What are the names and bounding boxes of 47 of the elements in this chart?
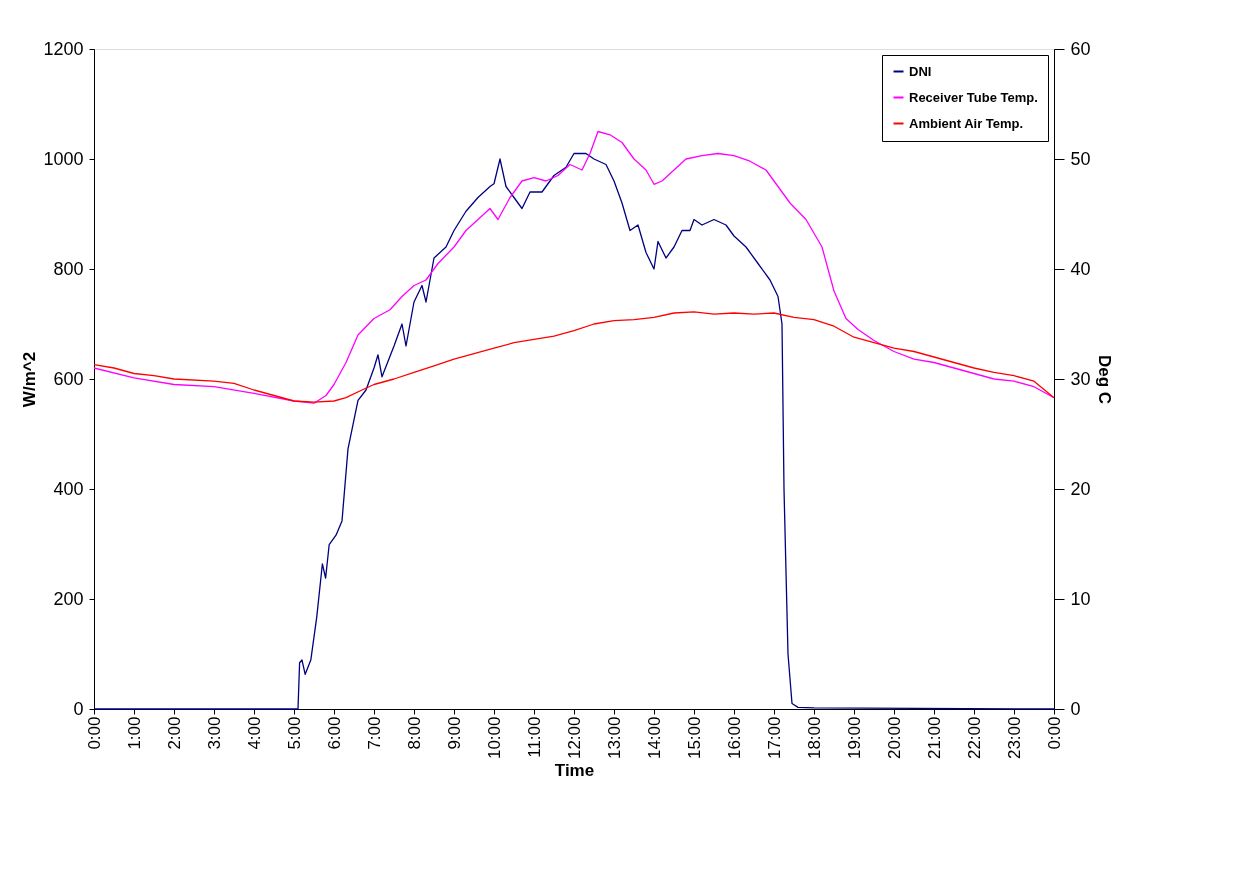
x-tick-label: 22:00 [964, 716, 984, 760]
y-tick-label: 400 [53, 478, 84, 499]
y-tick-label: 800 [53, 258, 84, 279]
x-tick-label: 2:00 [164, 716, 184, 750]
y-tick-label: 200 [53, 588, 84, 609]
y2-axis-title: Deg C [1094, 354, 1114, 405]
x-tick-label: 16:00 [724, 716, 744, 760]
y-axis-title: W/m^2 [20, 351, 40, 408]
y-tick-label: 0 [73, 698, 84, 719]
y2-tick-label: 30 [1070, 368, 1091, 389]
y-tick-label: 1000 [43, 148, 84, 169]
legend-label: Ambient Air Temp. [909, 115, 1024, 131]
x-tick-label: 18:00 [804, 716, 824, 760]
legend-label: DNI [909, 63, 932, 79]
y-tick-label: 1200 [43, 38, 84, 59]
x-tick-label: 20:00 [884, 716, 904, 760]
x-tick-label: 13:00 [604, 716, 624, 760]
x-tick-label: 4:00 [244, 716, 264, 750]
x-tick-label: 14:00 [644, 716, 664, 760]
x-tick-label: 12:00 [564, 716, 584, 760]
x-tick-label: 15:00 [684, 716, 704, 760]
y2-tick-label: 0 [1070, 698, 1081, 719]
x-tick-label: 1:00 [124, 716, 144, 750]
y2-tick-label: 20 [1070, 478, 1091, 499]
x-tick-label: 8:00 [404, 716, 424, 750]
x-tick-label: 6:00 [324, 716, 344, 750]
y2-tick-label: 10 [1070, 588, 1091, 609]
x-tick-label: 3:00 [204, 716, 224, 750]
x-tick-label: 23:00 [1004, 716, 1024, 760]
y2-tick-label: 40 [1070, 258, 1091, 279]
legend-label: Receiver Tube Temp. [909, 89, 1038, 105]
y2-tick-label: 50 [1070, 148, 1091, 169]
x-tick-label: 7:00 [364, 716, 384, 750]
y-tick-label: 600 [53, 368, 84, 389]
line-series [93, 311, 1055, 403]
x-tick-label: 19:00 [844, 716, 864, 760]
x-tick-label: 17:00 [764, 716, 784, 760]
x-axis-title: Time [554, 761, 595, 781]
x-tick-label: 5:00 [284, 716, 304, 750]
line-series [93, 130, 1055, 404]
x-tick-label: 10:00 [484, 716, 504, 760]
y2-tick-label: 60 [1070, 38, 1091, 59]
x-tick-label: 11:00 [524, 716, 544, 758]
x-tick-label: 9:00 [444, 716, 464, 750]
x-tick-label: 0:00 [84, 716, 104, 750]
x-tick-label: 21:00 [924, 716, 944, 760]
x-tick-label: 0:00 [1044, 716, 1064, 750]
